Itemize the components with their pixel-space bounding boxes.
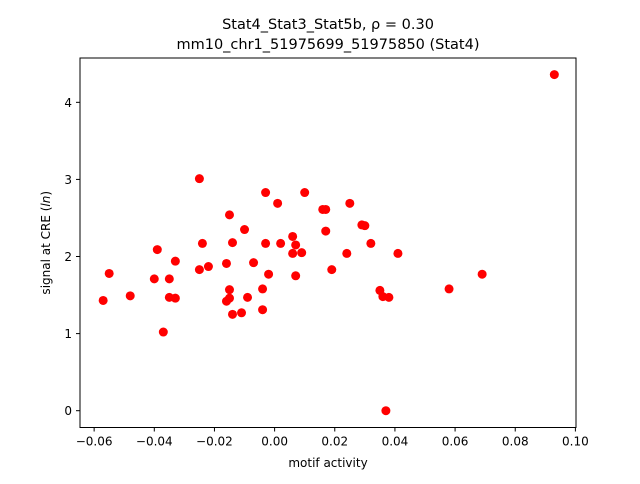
data-point-42 <box>342 248 352 258</box>
data-point-30 <box>273 198 283 208</box>
data-point-19 <box>228 238 237 248</box>
x-tick-label-6: 0.06 <box>442 435 469 449</box>
data-point-36 <box>297 248 307 258</box>
data-point-40 <box>321 226 331 236</box>
data-point-27 <box>261 238 271 248</box>
data-point-22 <box>240 225 250 235</box>
x-tick-label-2: −0.02 <box>196 435 233 449</box>
x-tick-label-1: −0.04 <box>136 435 173 449</box>
data-point-17 <box>224 285 234 295</box>
data-point-49 <box>381 406 391 416</box>
data-point-2 <box>125 291 135 301</box>
data-point-6 <box>164 274 174 284</box>
data-point-46 <box>366 238 376 248</box>
data-point-16 <box>224 293 234 303</box>
y-tick-label-1: 1 <box>64 327 72 341</box>
data-point-8 <box>170 293 180 303</box>
data-point-45 <box>360 221 370 231</box>
y-axis-ticks: 0 1 2 3 4 <box>64 96 80 418</box>
data-point-54 <box>549 70 559 80</box>
y-axis-label-prefix: signal at CRE ( <box>39 207 53 295</box>
data-point-34 <box>291 271 301 281</box>
data-point-11 <box>194 265 204 275</box>
x-axis-ticks: −0.06 −0.04 −0.02 0.00 0.02 0.04 0.06 0.08 0.10 <box>76 427 589 449</box>
data-point-12 <box>197 238 207 248</box>
y-tick-label-4: 4 <box>64 96 72 110</box>
data-points <box>98 70 559 416</box>
data-point-3 <box>149 274 159 284</box>
y-axis-label-italic: ln <box>39 196 53 207</box>
data-point-39 <box>321 204 331 214</box>
x-tick-label-3: 0.00 <box>261 435 288 449</box>
chart-title-line1: Stat4_Stat3_Stat5b, ρ = 0.30 <box>222 17 434 33</box>
data-point-23 <box>243 292 253 302</box>
x-tick-label-8: 0.10 <box>562 435 589 449</box>
y-axis-label-suffix: ) <box>39 191 53 196</box>
data-point-9 <box>170 256 180 266</box>
data-point-32 <box>288 231 298 241</box>
x-axis-label: motif activity <box>288 456 367 470</box>
data-point-41 <box>327 265 337 275</box>
x-tick-label-0: −0.06 <box>76 435 113 449</box>
data-point-14 <box>221 258 231 268</box>
data-point-13 <box>203 262 213 272</box>
data-point-25 <box>258 305 268 315</box>
data-point-37 <box>300 188 310 198</box>
data-point-51 <box>393 248 403 258</box>
chart-title-line2: mm10_chr1_51975699_51975850 (Stat4) <box>176 37 479 53</box>
x-tick-label-5: 0.04 <box>382 435 409 449</box>
y-tick-label-2: 2 <box>64 250 72 264</box>
data-point-52 <box>444 284 454 294</box>
y-axis-label: signal at CRE (ln) <box>39 191 53 295</box>
plot-frame <box>79 57 577 428</box>
data-point-4 <box>152 245 162 255</box>
data-point-35 <box>291 240 301 250</box>
y-tick-label-3: 3 <box>64 173 72 187</box>
data-point-1 <box>104 268 114 278</box>
data-point-50 <box>384 292 394 302</box>
data-point-5 <box>158 327 168 337</box>
data-point-31 <box>276 238 286 248</box>
x-tick-label-7: 0.08 <box>502 435 529 449</box>
data-point-10 <box>194 174 204 184</box>
y-tick-label-0: 0 <box>64 404 72 418</box>
data-point-0 <box>98 295 108 305</box>
data-point-28 <box>261 188 271 198</box>
data-point-21 <box>237 308 247 318</box>
x-tick-label-4: 0.02 <box>321 435 348 449</box>
data-point-18 <box>224 210 234 220</box>
data-point-43 <box>345 198 355 208</box>
data-point-24 <box>249 258 259 268</box>
data-point-53 <box>477 269 487 279</box>
data-point-33 <box>288 248 298 258</box>
data-point-26 <box>258 284 268 294</box>
data-point-20 <box>228 309 237 319</box>
data-point-29 <box>264 269 274 279</box>
